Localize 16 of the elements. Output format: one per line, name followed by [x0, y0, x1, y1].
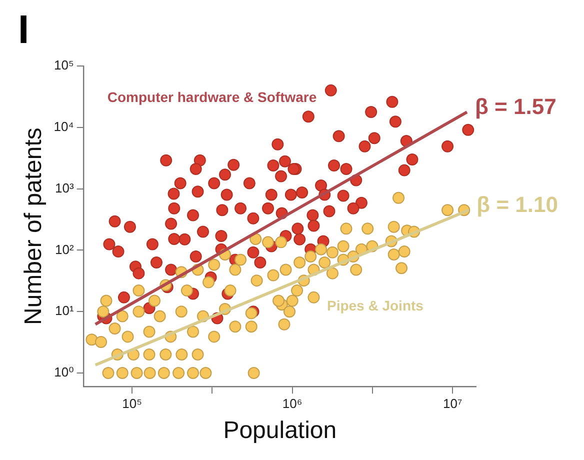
y-tick-label: 10⁵: [54, 58, 74, 73]
series-label: Pipes & Joints: [326, 297, 424, 314]
y-tick-label: 10⁰: [54, 364, 74, 380]
series-label: Computer hardware & Software: [107, 88, 317, 105]
x-axis-title: Population: [223, 417, 337, 444]
x-tick-label: 10⁵: [122, 396, 142, 411]
chart-title: I: [18, 8, 30, 52]
x-tick-label: 10⁶: [282, 396, 302, 411]
y-axis-title: Number of patents: [20, 128, 48, 326]
y-tick-label: 10³: [55, 180, 75, 196]
y-tick-label: 10¹: [55, 303, 75, 318]
x-tick-label: 10⁷: [442, 396, 462, 411]
annotation: β = 1.10: [476, 192, 558, 218]
annotation: β = 1.57: [474, 94, 556, 120]
y-tick-label: 10⁴: [54, 118, 74, 134]
y-tick-label: 10²: [55, 242, 75, 257]
